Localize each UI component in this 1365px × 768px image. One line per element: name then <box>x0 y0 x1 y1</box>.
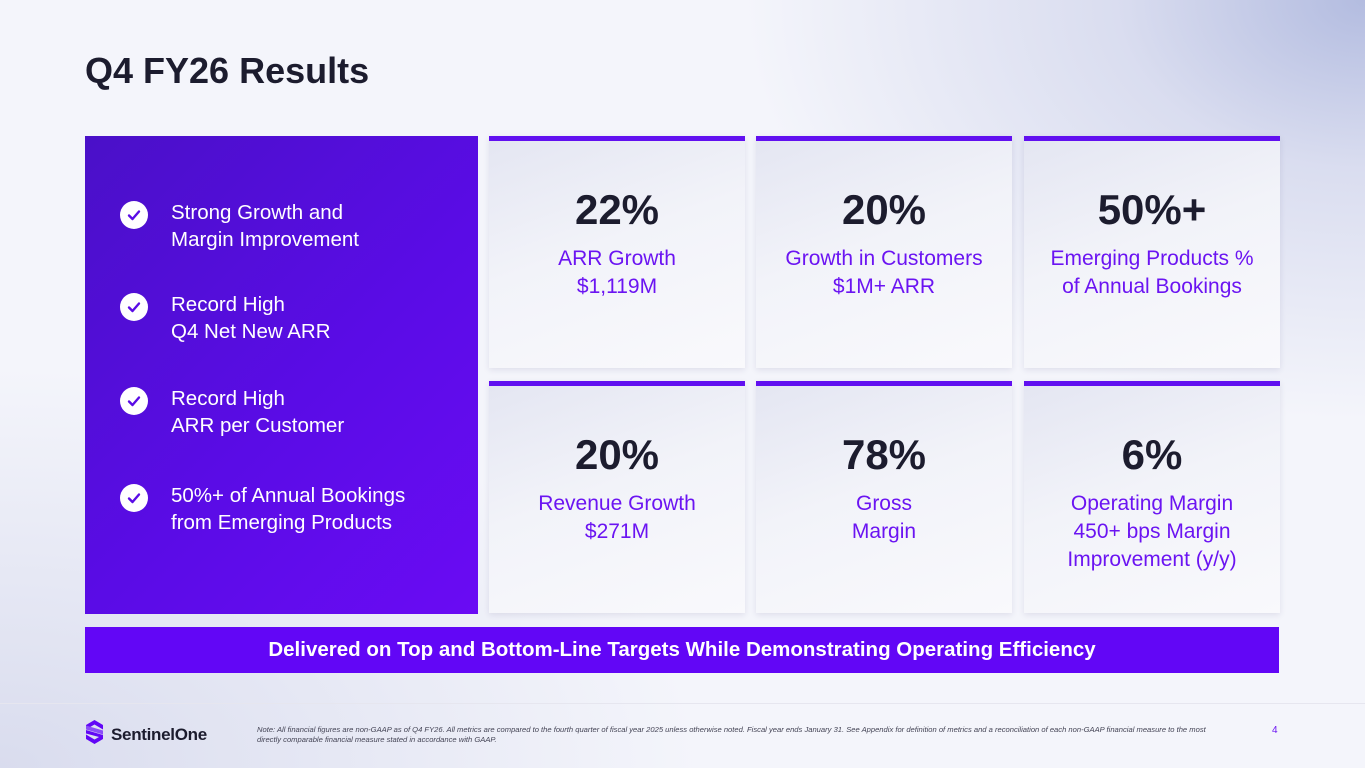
metric-card-gross-margin: 78% Gross Margin <box>756 381 1012 613</box>
highlight-line: from Emerging Products <box>171 511 393 534</box>
metric-label-line: $1,119M <box>576 275 658 298</box>
metric-label-line: $271M <box>584 520 650 543</box>
brand-name: SentinelOne <box>111 724 207 744</box>
highlight-text: 50%+ of Annual Bookings from Emerging Pr… <box>171 482 441 536</box>
footnote: Note: All financial figures are non-GAAP… <box>257 725 1206 744</box>
brand-logo: SentinelOne <box>85 719 207 750</box>
metric-value: 22% <box>574 186 660 233</box>
metric-value: 50%+ <box>1097 186 1207 233</box>
metric-label-line: Improvement (y/y) <box>1067 548 1237 571</box>
metric-label-line: $1M+ ARR <box>832 275 936 298</box>
metric-value: 6% <box>1121 431 1183 478</box>
metric-label-line: Emerging Products % <box>1050 247 1254 270</box>
highlights-panel: Strong Growth and Margin Improvement Rec… <box>85 136 478 614</box>
metric-label: Operating Margin 450+ bps Margin Improve… <box>1034 490 1270 574</box>
metric-value: 78% <box>841 431 927 478</box>
metric-card-revenue-growth: 20% Revenue Growth $271M <box>489 381 745 613</box>
footer-divider <box>0 703 1365 704</box>
metric-value: 20% <box>841 186 927 233</box>
highlight-line: Q4 Net New ARR <box>171 320 331 343</box>
highlight-line: Record High <box>171 387 285 410</box>
metric-value: 20% <box>574 431 660 478</box>
metric-card-customer-growth: 20% Growth in Customers $1M+ ARR <box>756 136 1012 368</box>
highlight-text: Record High Q4 Net New ARR <box>171 291 441 345</box>
metric-card-arr-growth: 22% ARR Growth $1,119M <box>489 136 745 368</box>
highlight-item: 50%+ of Annual Bookings from Emerging Pr… <box>120 482 441 536</box>
metric-label-line: of Annual Bookings <box>1062 275 1242 298</box>
metric-label: ARR Growth $1,119M <box>499 245 735 301</box>
metric-card-operating-margin: 6% Operating Margin 450+ bps Margin Impr… <box>1024 381 1280 613</box>
metric-label-line: 450+ bps Margin <box>1073 520 1231 543</box>
metric-label: Emerging Products % of Annual Bookings <box>1034 245 1270 301</box>
sentinelone-logo-icon <box>85 719 104 750</box>
highlight-item: Record High ARR per Customer <box>120 385 441 439</box>
checkmark-icon <box>120 201 148 229</box>
metric-label: Growth in Customers $1M+ ARR <box>766 245 1002 301</box>
checkmark-icon <box>120 387 148 415</box>
page-title: Q4 FY26 Results <box>85 50 370 91</box>
highlight-line: 50%+ of Annual Bookings <box>171 484 406 507</box>
metric-label-line: Margin <box>851 520 917 543</box>
highlight-line: Strong Growth and <box>171 201 344 224</box>
metric-label-line: Growth in Customers <box>785 247 983 270</box>
highlight-line: Record High <box>171 293 285 316</box>
highlight-text: Strong Growth and Margin Improvement <box>171 199 441 253</box>
metric-card-emerging-products: 50%+ Emerging Products % of Annual Booki… <box>1024 136 1280 368</box>
metric-label: Revenue Growth $271M <box>499 490 735 546</box>
highlight-text: Record High ARR per Customer <box>171 385 441 439</box>
summary-banner: Delivered on Top and Bottom-Line Targets… <box>85 627 1279 673</box>
highlight-item: Record High Q4 Net New ARR <box>120 291 441 345</box>
highlight-item: Strong Growth and Margin Improvement <box>120 199 441 253</box>
metric-label-line: ARR Growth <box>558 247 676 270</box>
metric-label-line: Operating Margin <box>1070 492 1234 515</box>
metric-label-line: Gross <box>855 492 912 515</box>
page-number: 4 <box>1272 725 1278 736</box>
checkmark-icon <box>120 293 148 321</box>
highlight-line: ARR per Customer <box>171 414 345 437</box>
highlight-line: Margin Improvement <box>171 228 359 251</box>
metric-label: Gross Margin <box>766 490 1002 546</box>
metric-label-line: Revenue Growth <box>538 492 696 515</box>
checkmark-icon <box>120 484 148 512</box>
